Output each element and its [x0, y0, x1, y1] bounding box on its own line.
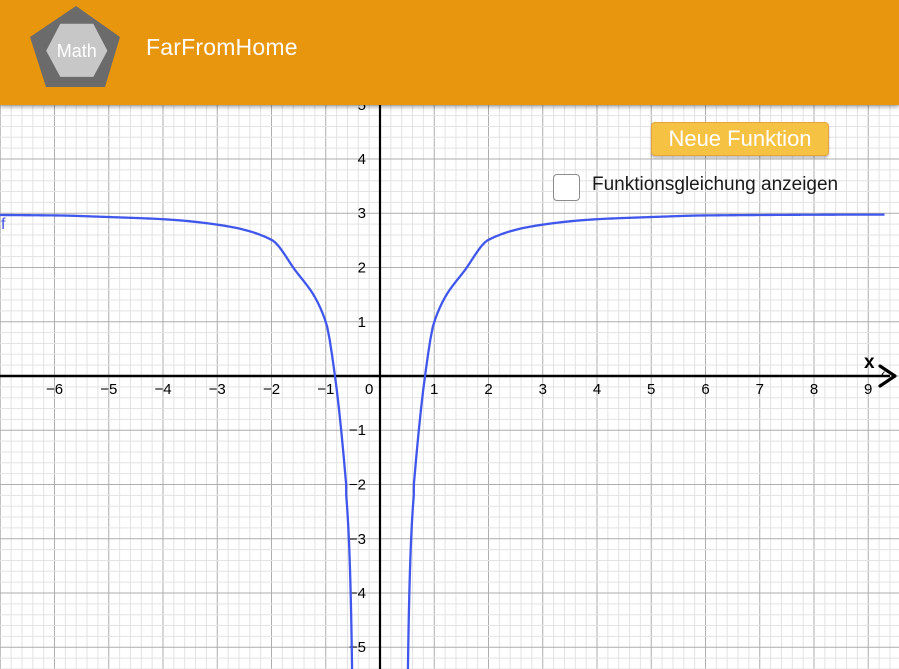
svg-text:3: 3	[539, 381, 547, 398]
svg-text:−6: −6	[46, 381, 63, 398]
svg-text:−1: −1	[349, 422, 366, 439]
svg-text:4: 4	[593, 381, 601, 398]
svg-text:7: 7	[756, 381, 764, 398]
svg-text:f: f	[1, 216, 6, 233]
svg-text:−3: −3	[209, 381, 226, 398]
svg-text:Math: Math	[57, 41, 97, 61]
svg-text:9: 9	[864, 381, 872, 398]
svg-text:2: 2	[358, 260, 366, 277]
svg-text:−3: −3	[349, 531, 366, 548]
svg-text:5: 5	[647, 381, 655, 398]
svg-text:4: 4	[358, 151, 366, 168]
svg-text:8: 8	[810, 381, 818, 398]
svg-text:x: x	[864, 352, 875, 373]
svg-text:2: 2	[484, 381, 492, 398]
svg-text:0: 0	[365, 381, 373, 398]
svg-text:1: 1	[430, 381, 438, 398]
svg-text:−2: −2	[263, 381, 280, 398]
svg-text:−5: −5	[100, 381, 117, 398]
svg-text:−1: −1	[317, 381, 334, 398]
svg-text:1: 1	[358, 314, 366, 331]
svg-text:−2: −2	[349, 477, 366, 494]
svg-text:−4: −4	[154, 381, 171, 398]
svg-text:6: 6	[701, 381, 709, 398]
svg-text:‹: ‹	[881, 365, 886, 381]
svg-text:3: 3	[358, 205, 366, 222]
